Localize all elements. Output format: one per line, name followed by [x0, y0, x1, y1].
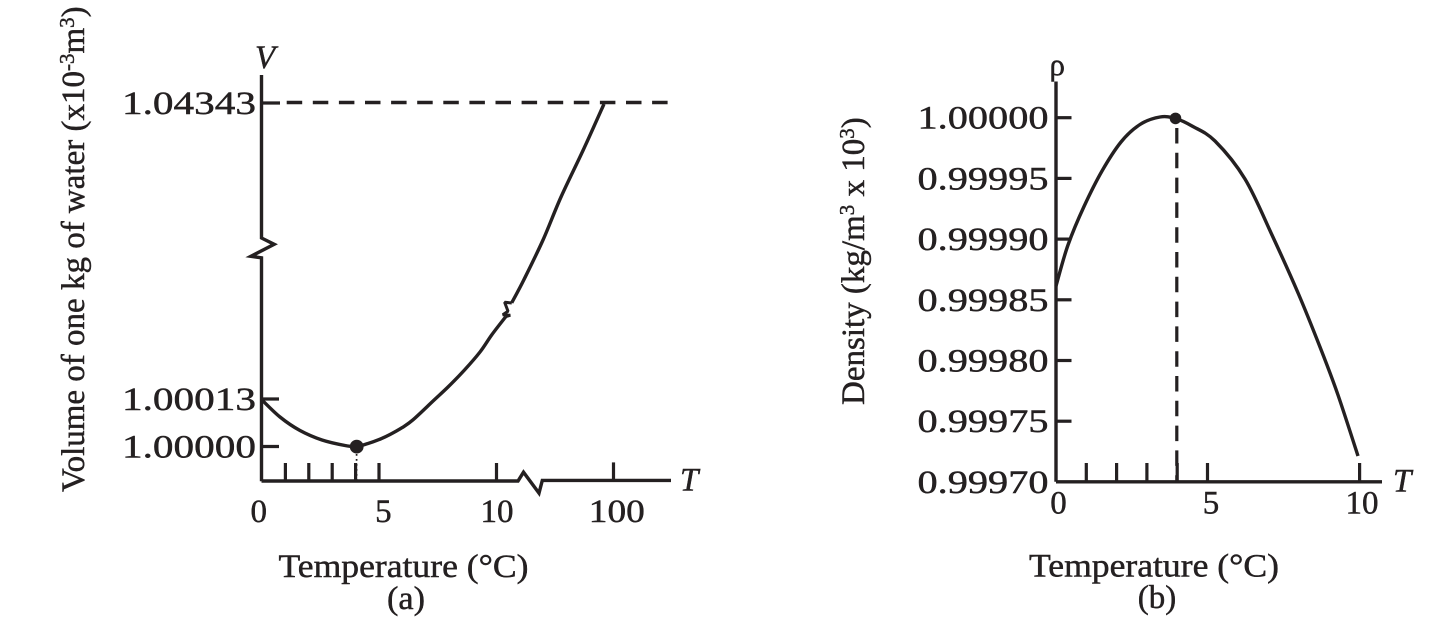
svg-text:1.00000: 1.00000	[122, 430, 256, 466]
svg-text:(b): (b)	[1138, 580, 1176, 616]
svg-text:5: 5	[375, 494, 392, 530]
svg-text:Temperature (°C): Temperature (°C)	[1029, 549, 1279, 585]
svg-text:0: 0	[251, 494, 268, 530]
svg-text:0.99980: 0.99980	[918, 344, 1049, 380]
svg-text:V: V	[255, 40, 279, 76]
svg-text:Temperature (°C): Temperature (°C)	[279, 549, 529, 585]
svg-text:T: T	[680, 463, 701, 499]
svg-text:0.99985: 0.99985	[918, 283, 1049, 319]
svg-text:10: 10	[1346, 486, 1379, 522]
svg-text:0.99995: 0.99995	[918, 161, 1049, 197]
svg-text:0: 0	[1050, 486, 1067, 522]
svg-text:0.99990: 0.99990	[918, 222, 1049, 258]
svg-text:ρ: ρ	[1050, 47, 1065, 82]
svg-text:Volume of one kg of water (x10: Volume of one kg of water (x10-3m3)	[55, 6, 92, 492]
svg-text:0.99975: 0.99975	[918, 404, 1049, 440]
svg-text:5: 5	[1203, 486, 1220, 522]
svg-text:1.04343: 1.04343	[122, 86, 256, 122]
svg-text:Density (kg/m3 x 103): Density (kg/m3 x 103)	[835, 117, 872, 405]
svg-text:100: 100	[589, 494, 645, 530]
svg-text:T: T	[1393, 464, 1414, 500]
svg-text:(a): (a)	[387, 581, 425, 617]
svg-text:1.00000: 1.00000	[918, 101, 1049, 137]
svg-text:1.00013: 1.00013	[122, 382, 256, 418]
svg-text:0.99970: 0.99970	[918, 465, 1049, 501]
svg-text:10: 10	[481, 494, 514, 530]
